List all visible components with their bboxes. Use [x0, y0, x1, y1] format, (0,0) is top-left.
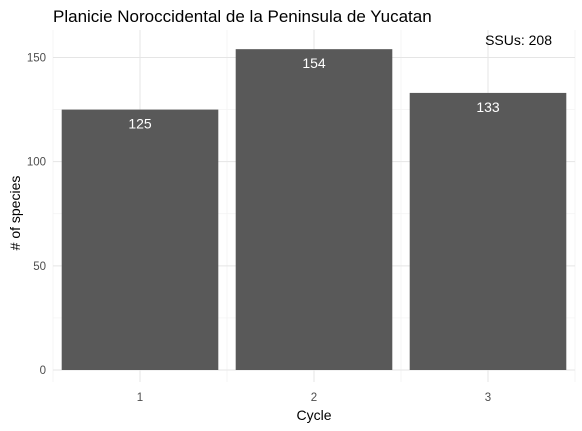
bar [235, 49, 393, 371]
y-tick-label: 100 [27, 157, 46, 169]
bar [409, 92, 567, 371]
bar [61, 109, 219, 370]
y-axis-ticks: 0 50 100 150 [27, 53, 46, 378]
bar-data-label: 125 [128, 116, 152, 132]
x-tick-label: 3 [485, 392, 491, 404]
x-axis-ticks: 1 2 3 [137, 392, 491, 404]
bars [61, 49, 567, 371]
x-axis-title: Cycle [296, 407, 331, 423]
chart-title: Planicie Noroccidental de la Peninsula d… [53, 7, 432, 26]
bar-data-label: 154 [302, 55, 326, 71]
y-tick-label: 0 [40, 365, 46, 377]
x-tick-label: 1 [137, 392, 143, 404]
y-tick-label: 50 [33, 261, 46, 273]
y-axis-title: # of species [7, 176, 23, 251]
bar-data-label: 133 [476, 99, 500, 115]
bar-data-labels: 125 154 133 [128, 55, 500, 131]
x-tick-label: 2 [311, 392, 317, 404]
y-tick-label: 150 [27, 53, 46, 65]
ssu-annotation: SSUs: 208 [485, 32, 552, 48]
